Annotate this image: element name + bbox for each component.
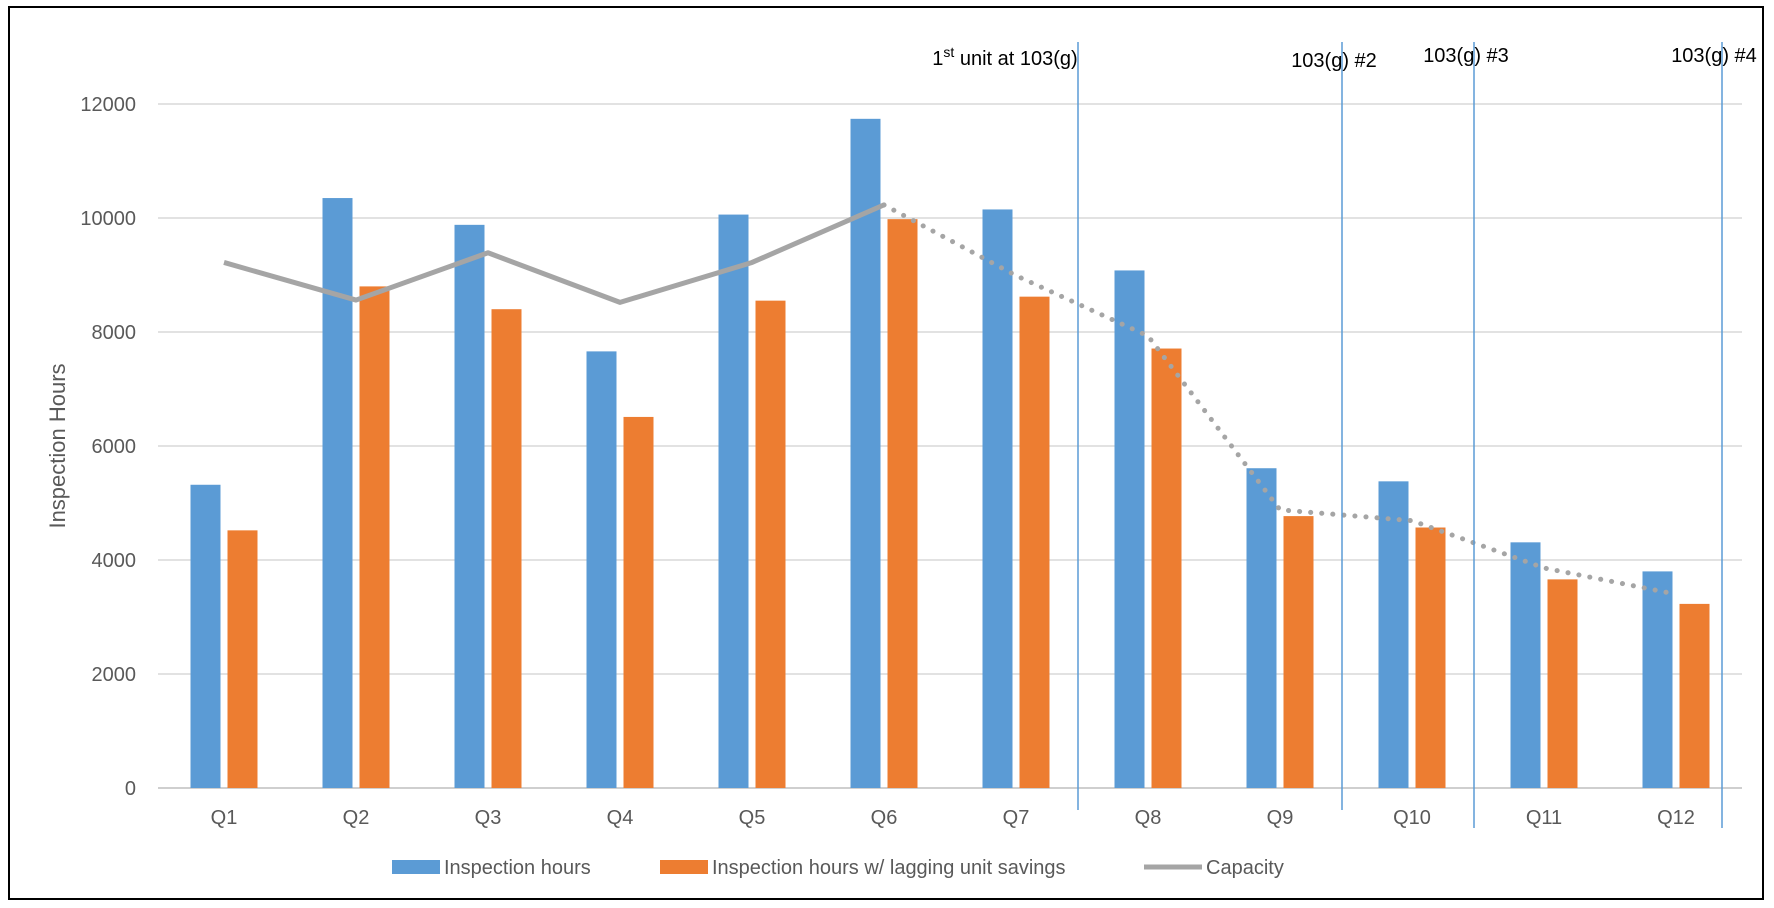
event-annotation: 1st unit at 103(g): [932, 44, 1077, 70]
x-tick-label: Q10: [1393, 807, 1431, 829]
x-tick-label: Q3: [475, 807, 502, 829]
x-tick-label: Q6: [871, 807, 898, 829]
bar: [718, 214, 749, 788]
x-tick-label: Q2: [343, 807, 370, 829]
x-tick-label: Q5: [739, 807, 766, 829]
bar: [190, 484, 221, 788]
bar: [322, 198, 353, 789]
bar: [850, 118, 881, 788]
bar: [359, 286, 390, 788]
bar: [1510, 542, 1541, 788]
bar: [1151, 348, 1182, 788]
bar: [1283, 516, 1314, 788]
legend-label: Capacity: [1206, 857, 1284, 879]
y-tick-label: 2000: [92, 664, 137, 686]
legend-swatch: [660, 860, 708, 874]
y-tick-label: 4000: [92, 550, 137, 572]
y-tick-label: 10000: [80, 208, 136, 230]
bar: [1415, 527, 1446, 788]
bar: [227, 530, 258, 788]
x-tick-label: Q11: [1526, 807, 1562, 829]
legend-label: Inspection hours: [444, 857, 591, 879]
bar: [755, 300, 786, 788]
x-tick-label: Q8: [1135, 807, 1162, 829]
y-axis-label: Inspection Hours: [45, 363, 70, 528]
y-tick-label: 6000: [92, 436, 137, 458]
y-tick-label: 0: [125, 778, 136, 800]
capacity-line: [223, 202, 885, 305]
bar: [454, 224, 485, 789]
chart-frame: [8, 6, 1764, 900]
event-annotation: 103(g) #4: [1671, 45, 1757, 67]
x-tick-label: Q12: [1657, 807, 1695, 829]
bar: [1019, 296, 1050, 788]
legend-label: Inspection hours w/ lagging unit savings: [712, 857, 1066, 879]
legend-swatch: [392, 860, 440, 874]
x-tick-label: Q4: [607, 807, 634, 829]
bar: [982, 209, 1013, 788]
event-annotation: 103(g) #2: [1291, 50, 1377, 72]
bar: [1114, 270, 1145, 788]
x-tick-label: Q1: [211, 807, 238, 829]
capacity-projection-line: [881, 202, 1679, 597]
bar: [586, 351, 617, 788]
bar: [1246, 468, 1277, 788]
x-tick-label: Q9: [1267, 807, 1294, 829]
y-tick-label: 12000: [80, 94, 136, 116]
event-annotation: 103(g) #3: [1423, 45, 1509, 67]
bar: [491, 309, 522, 788]
x-tick-label: Q7: [1003, 807, 1030, 829]
bar: [623, 416, 654, 788]
bar: [1378, 481, 1409, 788]
bar: [1679, 603, 1710, 788]
bar: [887, 219, 918, 788]
bar: [1642, 571, 1673, 788]
bar: [1547, 579, 1578, 788]
y-tick-label: 8000: [92, 322, 137, 344]
